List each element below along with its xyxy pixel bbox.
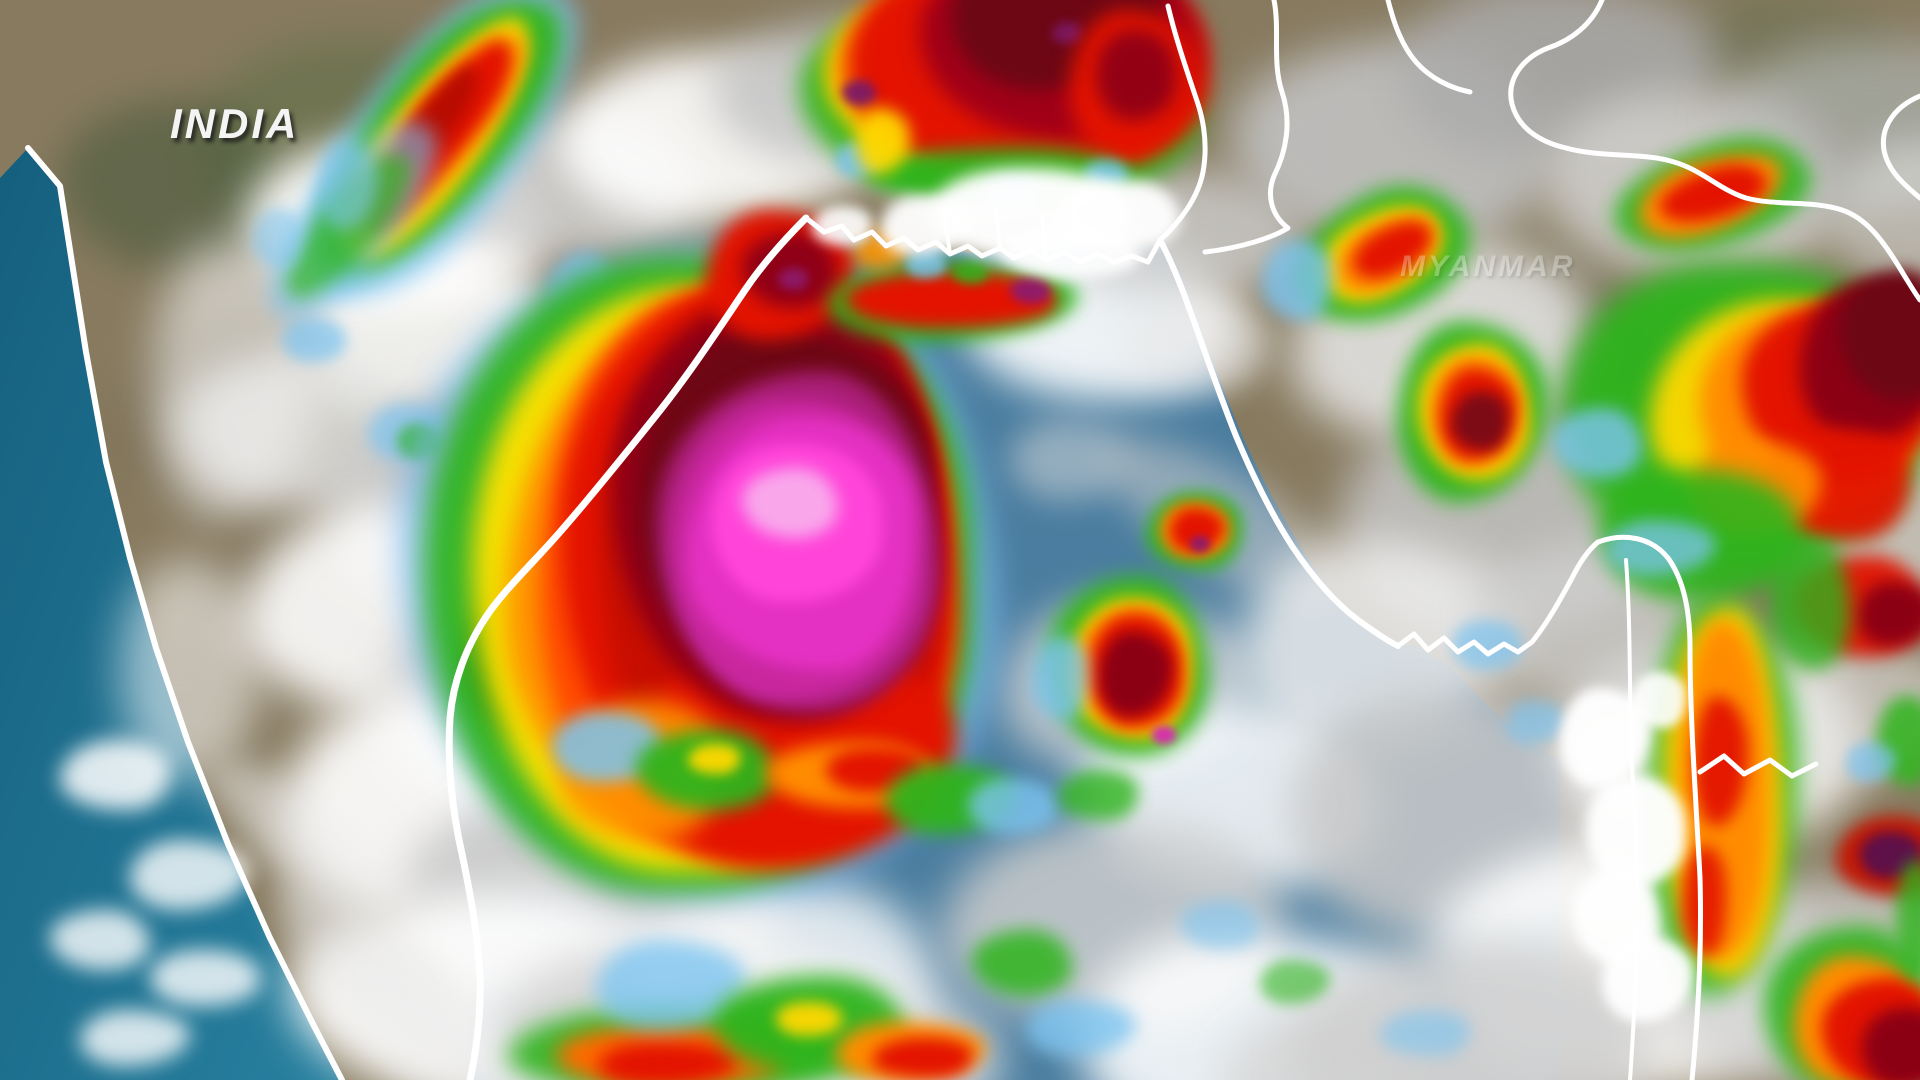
border-segment-right-edge [1880, 93, 1920, 201]
cloud [50, 910, 150, 970]
myanmar-rakhine-coastline [1157, 237, 1401, 649]
rain-cell [1058, 770, 1138, 820]
rain-cell [906, 252, 946, 278]
rain-cell [1010, 278, 1050, 304]
salween-river-line [1624, 558, 1640, 1080]
rain-cell [972, 930, 1072, 996]
rain-cell [252, 208, 302, 268]
rain-cell [1682, 846, 1726, 956]
myanmar-label: MYANMAR [1400, 250, 1576, 283]
rain-cell [1152, 726, 1176, 744]
cloud [1120, 300, 1270, 390]
sundarbans-delta-coastline [803, 215, 1163, 265]
rain-cell [952, 262, 988, 284]
rain-cell [1052, 22, 1082, 44]
rain-cell [842, 80, 876, 106]
bangladesh-border [1157, 3, 1208, 243]
irrawaddy-delta-coastline [1395, 539, 1601, 657]
india-myanmar-border [1202, 0, 1291, 255]
rain-cell [742, 468, 838, 538]
rain-cell [1452, 392, 1508, 450]
delta-river-lines [942, 206, 1048, 262]
rain-cell [1096, 30, 1176, 120]
martaban-jagged-coast [1697, 753, 1819, 779]
india-label: INDIA [170, 100, 300, 147]
rain-cell [1262, 240, 1332, 320]
rain-cell [1770, 540, 1850, 670]
martaban-coast-river-line [1595, 534, 1704, 1080]
land-patch [60, 100, 280, 270]
india-west-coastline [25, 145, 345, 1080]
rain-cell [598, 1042, 738, 1080]
myanmar-china-border [1508, 0, 1920, 303]
rain-cell [872, 1038, 972, 1078]
border-segment-top [1385, 0, 1473, 95]
rain-cell [1032, 636, 1088, 720]
india-east-coastline [445, 214, 810, 1080]
white-cell [1630, 672, 1686, 728]
rain-cell [1552, 408, 1642, 478]
rain-cell [968, 778, 1058, 834]
rain-cell [688, 744, 740, 774]
rain-cell [1858, 582, 1920, 646]
rain-cell [1896, 860, 1920, 980]
rain-cell [1190, 536, 1210, 552]
cloud [60, 740, 170, 810]
rain-cell [776, 1002, 842, 1036]
cloud [150, 950, 260, 1006]
rain-cell [1862, 1008, 1920, 1080]
rain-cell [1380, 1010, 1470, 1056]
rain-cell [1180, 900, 1260, 950]
rain-cell [282, 318, 346, 362]
arabian-sea-water [0, 148, 342, 1080]
rain-cell [778, 268, 808, 290]
